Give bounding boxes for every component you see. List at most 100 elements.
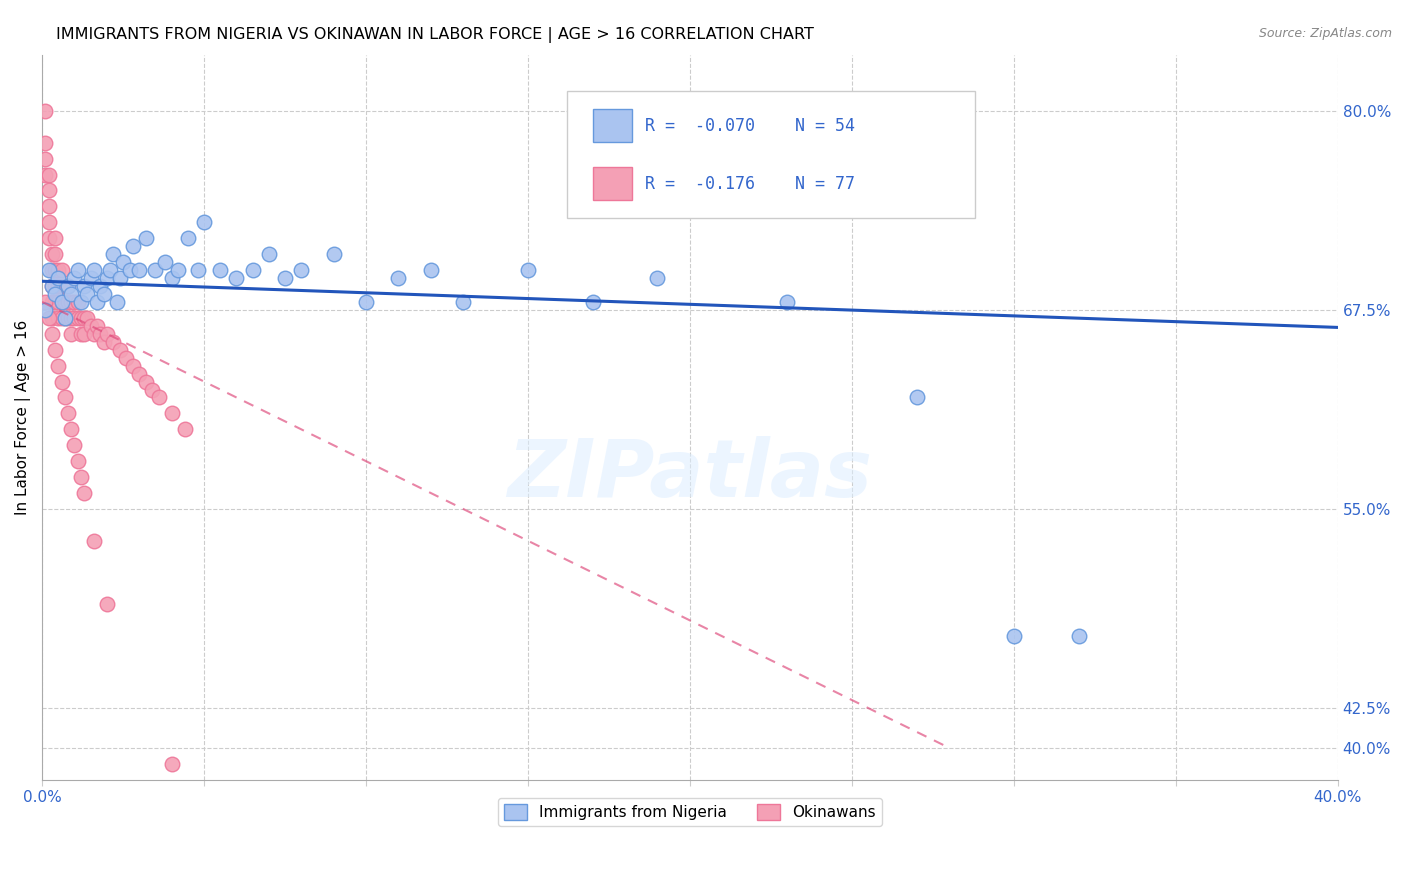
Point	[51, 294, 73, 309]
Point	[73, 326, 96, 341]
Point	[73, 279, 96, 293]
Point	[38, 231, 60, 245]
Point	[160, 756, 183, 771]
Text: R =  -0.176    N = 77: R = -0.176 N = 77	[644, 175, 855, 193]
Point	[63, 438, 86, 452]
Point	[225, 271, 247, 285]
Point	[44, 247, 66, 261]
Text: R =  -0.070    N = 54: R = -0.070 N = 54	[644, 117, 855, 135]
Point	[177, 231, 200, 245]
Point	[46, 279, 69, 293]
Point	[242, 263, 264, 277]
Point	[51, 310, 73, 325]
Point	[56, 294, 79, 309]
Point	[60, 326, 83, 341]
Point	[44, 294, 66, 309]
Point	[63, 310, 86, 325]
Point	[46, 263, 69, 277]
Point	[38, 263, 60, 277]
Point	[257, 247, 280, 261]
Point	[145, 263, 167, 277]
Point	[83, 326, 105, 341]
Point	[419, 263, 441, 277]
Point	[115, 351, 138, 365]
Point	[103, 334, 125, 349]
Point	[108, 271, 131, 285]
Point	[46, 271, 69, 285]
Point	[56, 310, 79, 325]
Point	[451, 294, 474, 309]
Text: Source: ZipAtlas.com: Source: ZipAtlas.com	[1258, 27, 1392, 40]
Legend: Immigrants from Nigeria, Okinawans: Immigrants from Nigeria, Okinawans	[498, 798, 882, 826]
Point	[34, 302, 56, 317]
Point	[209, 263, 232, 277]
Point	[34, 152, 56, 166]
Point	[73, 486, 96, 500]
Point	[38, 199, 60, 213]
Point	[76, 310, 98, 325]
Point	[38, 168, 60, 182]
Point	[70, 470, 93, 484]
Point	[53, 294, 76, 309]
Point	[63, 294, 86, 309]
Point	[108, 343, 131, 357]
Point	[141, 383, 163, 397]
Point	[105, 294, 128, 309]
Point	[51, 294, 73, 309]
Point	[44, 287, 66, 301]
Point	[86, 294, 108, 309]
Point	[80, 318, 103, 333]
Point	[46, 294, 69, 309]
Point	[41, 279, 63, 293]
Point	[56, 406, 79, 420]
Point	[148, 391, 170, 405]
Point	[53, 279, 76, 293]
Point	[128, 367, 150, 381]
Point	[44, 279, 66, 293]
Point	[83, 263, 105, 277]
Point	[73, 310, 96, 325]
Point	[53, 391, 76, 405]
Point	[41, 247, 63, 261]
Point	[41, 326, 63, 341]
Point	[34, 168, 56, 182]
Point	[89, 279, 111, 293]
Text: ZIPatlas: ZIPatlas	[508, 436, 872, 515]
Point	[38, 310, 60, 325]
Point	[112, 255, 135, 269]
Point	[1067, 629, 1090, 643]
Point	[34, 294, 56, 309]
Point	[66, 263, 89, 277]
Point	[38, 215, 60, 229]
Point	[51, 375, 73, 389]
Point	[93, 334, 115, 349]
FancyBboxPatch shape	[567, 91, 974, 219]
Point	[76, 287, 98, 301]
Point	[66, 454, 89, 468]
Point	[905, 391, 928, 405]
Point	[89, 326, 111, 341]
Point	[56, 279, 79, 293]
Point	[93, 287, 115, 301]
Point	[60, 294, 83, 309]
Point	[51, 263, 73, 277]
Point	[44, 343, 66, 357]
Point	[41, 263, 63, 277]
Point	[322, 247, 344, 261]
Point	[41, 294, 63, 309]
Point	[53, 310, 76, 325]
Point	[70, 326, 93, 341]
Point	[173, 422, 195, 436]
Point	[1002, 629, 1025, 643]
Point	[128, 263, 150, 277]
Point	[46, 359, 69, 373]
Point	[63, 271, 86, 285]
Point	[96, 271, 118, 285]
Point	[53, 310, 76, 325]
Point	[96, 326, 118, 341]
Point	[34, 103, 56, 118]
Point	[38, 184, 60, 198]
Point	[167, 263, 190, 277]
Point	[98, 263, 121, 277]
Point	[516, 263, 538, 277]
